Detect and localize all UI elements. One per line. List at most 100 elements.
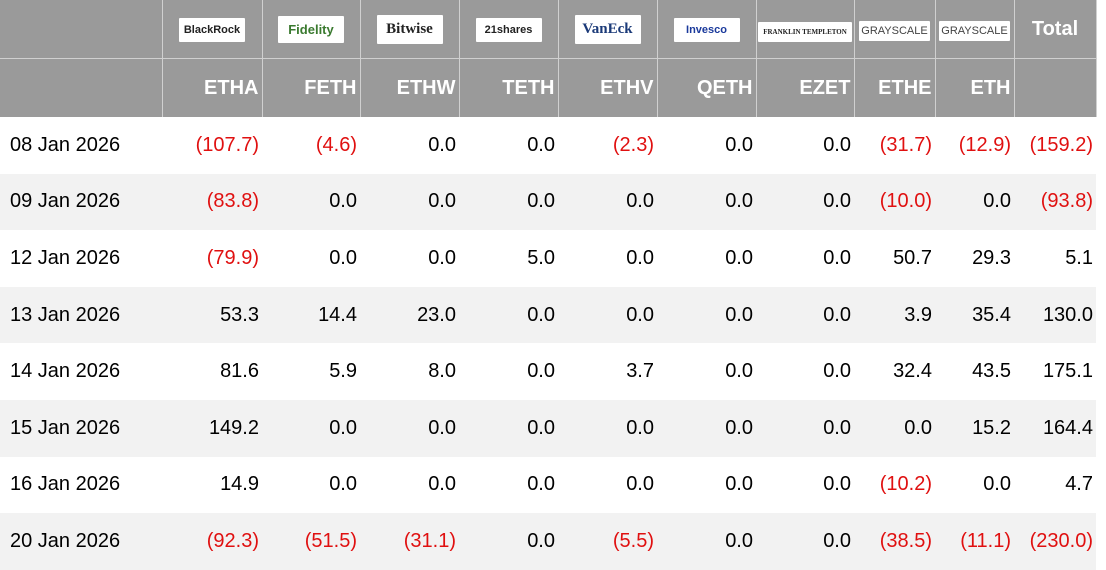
flow-cell: 0.0	[527, 360, 555, 383]
ticker-header: TETH	[459, 58, 559, 117]
flow-cell: 0.0	[459, 286, 558, 344]
flow-cell: 0.0	[428, 473, 456, 496]
flow-cell: 0.0	[360, 399, 459, 457]
flow-cell: 0.0	[657, 513, 756, 570]
date-cell: 15 Jan 2026	[0, 399, 162, 457]
issuer-logo: 21shares	[475, 18, 542, 42]
flow-cell: 0.0	[262, 173, 360, 231]
flow-cell: (83.8)	[162, 173, 262, 231]
flow-cell: 0.0	[983, 473, 1011, 496]
flow-cell: (11.1)	[935, 513, 1014, 570]
flow-cell: (2.3)	[612, 133, 654, 156]
flow-cell: 0.0	[329, 246, 357, 269]
table-row: 16 Jan 2026 14.9 0.0 0.0 0.0 0.0 0.0 0.0 (10.2) 0…	[0, 457, 1096, 514]
flow-cell: 14.4	[262, 286, 360, 344]
table-row: 15 Jan 2026 149.2 0.0 0.0 0.0 0.0 0.0 0.0 0.0 15.…	[0, 399, 1096, 457]
flow-cell: 0.0	[459, 173, 558, 231]
flow-cell: 0.0	[558, 399, 657, 457]
flow-cell: (10.2)	[879, 473, 932, 496]
flow-cell: 4.7	[1065, 473, 1093, 496]
flow-cell: 0.0	[725, 473, 753, 496]
flow-cell: 0.0	[657, 173, 756, 231]
issuer-cell: 21shares	[459, 0, 559, 59]
table-body: 08 Jan 2026 (107.7) (4.6) 0.0 0.0 (2.3) 0.0 0.0…	[0, 117, 1096, 570]
date-cell: 08 Jan 2026	[10, 133, 121, 156]
flow-cell: (4.6)	[315, 133, 357, 156]
flow-cell: 0.0	[935, 173, 1014, 231]
flow-cell: 0.0	[823, 473, 851, 496]
ticker-header: ETHE	[854, 58, 936, 117]
flow-cell: 0.0	[459, 399, 558, 457]
ticker-header: EZET	[756, 58, 855, 117]
ticker-header: FETH	[262, 58, 361, 117]
flow-cell: 0.0	[459, 513, 558, 570]
flow-cell: 130.0	[1014, 286, 1096, 344]
flow-cell: 29.3	[972, 246, 1011, 269]
ticker-header: ETHW	[360, 58, 460, 117]
flow-cell: 0.0	[360, 173, 459, 231]
flow-cell: 0.0	[756, 399, 854, 457]
flow-cell: 0.0	[428, 246, 456, 269]
issuer-cell: Bitwise	[360, 0, 460, 59]
table-row: 09 Jan 2026 (83.8) 0.0 0.0 0.0 0.0 0.0 0.0 (10.0…	[0, 173, 1096, 231]
flow-cell: (31.7)	[879, 133, 932, 156]
flow-cell: (31.1)	[360, 513, 459, 570]
date-cell: 14 Jan 2026	[10, 360, 121, 383]
total-ticker-cell	[1014, 58, 1097, 117]
flow-cell: (5.5)	[558, 513, 657, 570]
flow-cell: 32.4	[893, 360, 932, 383]
table-row: 12 Jan 2026 (79.9) 0.0 0.0 5.0 0.0 0.0 0.0 50.7 2…	[0, 230, 1096, 287]
flow-cell: (79.9)	[206, 246, 259, 269]
flow-cell: 23.0	[360, 286, 459, 344]
ticker-header: ETH	[935, 58, 1015, 117]
flow-cell: 149.2	[162, 399, 262, 457]
date-cell: 20 Jan 2026	[0, 513, 162, 570]
flow-cell: 43.5	[972, 360, 1011, 383]
issuer-row: BlackRock Fidelity Bitwise 21shares VanEck In…	[0, 0, 1097, 59]
issuer-logo: BlackRock	[178, 18, 246, 42]
table-row: 14 Jan 2026 81.6 5.9 8.0 0.0 3.7 0.0 0.0 32.4 43.…	[0, 343, 1096, 400]
flow-cell: 15.2	[935, 399, 1014, 457]
date-cell: 16 Jan 2026	[10, 473, 121, 496]
flow-cell: 0.0	[329, 473, 357, 496]
flow-cell: 0.0	[626, 473, 654, 496]
flow-cell: (38.5)	[854, 513, 935, 570]
ticker-header: QETH	[657, 58, 757, 117]
issuer-logo: GRAYSCALE	[939, 21, 1010, 41]
total-header: Total	[1014, 0, 1097, 59]
issuer-logo: Fidelity	[278, 15, 344, 43]
issuer-cell: GRAYSCALE	[854, 0, 936, 59]
flow-cell: 3.7	[626, 360, 654, 383]
issuer-logo: Bitwise	[376, 14, 443, 44]
issuer-logo: GRAYSCALE	[859, 21, 930, 41]
corner-cell	[0, 58, 163, 117]
date-cell: 09 Jan 2026	[0, 173, 162, 231]
flow-cell: 0.0	[626, 246, 654, 269]
flow-cell: 0.0	[756, 286, 854, 344]
flow-cell: 0.0	[823, 246, 851, 269]
table-row: 13 Jan 2026 53.3 14.4 23.0 0.0 0.0 0.0 0.0 3.9 35…	[0, 286, 1096, 344]
issuer-logo: Invesco	[673, 18, 740, 42]
flow-cell: 0.0	[823, 360, 851, 383]
flow-cell: 0.0	[725, 246, 753, 269]
flow-cell: (10.0)	[854, 173, 935, 231]
flow-cell: 0.0	[527, 133, 555, 156]
issuer-cell: Fidelity	[262, 0, 361, 59]
flow-cell: 0.0	[657, 399, 756, 457]
flow-cell: (159.2)	[1029, 133, 1093, 156]
flow-cell: 53.3	[162, 286, 262, 344]
flow-cell: 0.0	[558, 173, 657, 231]
flow-cell: 14.9	[220, 473, 259, 496]
issuer-cell: VanEck	[558, 0, 658, 59]
issuer-cell: GRAYSCALE	[935, 0, 1015, 59]
issuer-cell: BlackRock	[162, 0, 263, 59]
ticker-row: ETHA FETH ETHW TETH ETHV QETH EZET ETHE ETH	[0, 58, 1097, 117]
issuer-logo: VanEck	[574, 14, 641, 44]
flow-cell: 8.0	[428, 360, 456, 383]
flow-cell: 0.0	[657, 286, 756, 344]
flow-cell: 81.6	[220, 360, 259, 383]
issuer-logo: FRANKLIN TEMPLETON	[758, 21, 852, 42]
flow-cell: 164.4	[1014, 399, 1096, 457]
